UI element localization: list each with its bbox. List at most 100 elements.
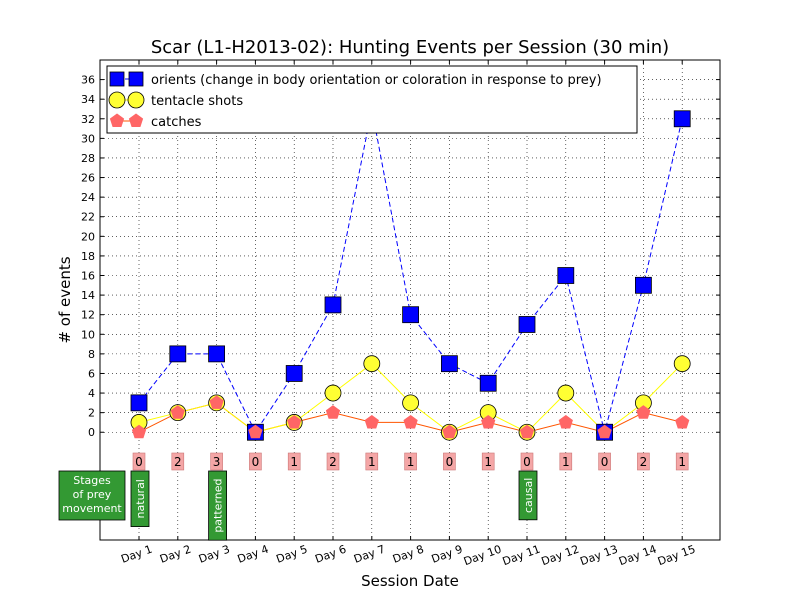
- plot-area: [99, 59, 721, 541]
- legend: orients (change in body orientation or c…: [106, 65, 638, 134]
- data-point-pentagon: [442, 424, 457, 439]
- catch-count-box: [404, 452, 417, 471]
- catch-count-label: 0: [135, 455, 143, 469]
- catch-count-label: 0: [252, 455, 260, 469]
- data-point-pentagon: [481, 414, 496, 429]
- stage-box: [130, 470, 150, 527]
- stages-of-prey-movement: Stages of prey movement natural patterned cau…: [58, 470, 538, 541]
- data-point-square: [402, 306, 420, 324]
- stage-box: [518, 470, 538, 521]
- x-tick-label: Day 7: [352, 543, 387, 566]
- x-tick-label: Day 1: [119, 543, 154, 566]
- catch-count-label: 0: [446, 455, 454, 469]
- data-point-pentagon: [287, 414, 302, 429]
- data-point-pentagon: [248, 424, 263, 439]
- catch-count-box: [598, 452, 611, 471]
- data-point-pentagon: [403, 414, 418, 429]
- y-tick-label: 14: [81, 289, 95, 302]
- data-point-square: [557, 267, 575, 284]
- y-tick-label: 30: [81, 132, 95, 145]
- y-tick-label: 6: [88, 367, 95, 380]
- chart-title: Scar (L1-H2013-02): Hunting Events per S…: [151, 37, 669, 58]
- x-tick-label: Day 2: [158, 543, 193, 566]
- data-point-pentagon: [597, 424, 612, 439]
- stages-title: Stages of prey movement: [62, 474, 122, 515]
- data-point-pentagon: [558, 414, 573, 429]
- y-axis-label: # of events: [56, 256, 74, 343]
- data-point-circle: [402, 394, 420, 412]
- catch-count-box: [637, 452, 650, 471]
- catch-count-box: [675, 452, 689, 471]
- x-tick-label: Day 15: [656, 543, 697, 569]
- x-tick-label: Day 12: [540, 543, 581, 569]
- y-tick-label: 20: [81, 230, 95, 243]
- y-tick-label: 4: [88, 387, 95, 400]
- catch-count-box: [171, 452, 185, 471]
- data-point-square: [518, 316, 536, 333]
- catch-count-box: [132, 452, 146, 471]
- data-point-square: [208, 345, 226, 363]
- catch-count-label: 2: [174, 455, 182, 469]
- catch-count-label: 1: [562, 455, 570, 469]
- legend-marker-square: [128, 71, 144, 87]
- catch-count-label: 1: [484, 455, 492, 469]
- y-tick-label: 26: [81, 172, 95, 185]
- catch-count-label: 3: [213, 455, 221, 469]
- x-tick-label: Day 4: [236, 543, 271, 566]
- data-point-pentagon: [519, 424, 535, 439]
- catch-count-label: 2: [329, 455, 337, 469]
- data-point-pentagon: [170, 405, 185, 419]
- x-tick-label: Day 3: [197, 543, 232, 566]
- catch-count-box: [326, 452, 340, 471]
- y-tick-label: 10: [81, 328, 95, 341]
- data-point-circle: [557, 384, 575, 402]
- y-tick-label: 2: [88, 407, 95, 420]
- data-point-circle: [324, 384, 342, 402]
- legend-box: [106, 65, 638, 134]
- stage-label: causal: [522, 478, 535, 513]
- catch-count-box: [481, 452, 495, 471]
- data-point-pentagon: [364, 414, 379, 429]
- catch-labels: 0 2 3 0 1 2 1 1 0 1 0 1 0 2 1: [132, 452, 689, 471]
- x-tick-label: Day 10: [462, 543, 503, 569]
- y-tick-label: 16: [81, 270, 95, 283]
- x-tick-label: Day 8: [391, 543, 426, 566]
- catch-count-label: 1: [407, 455, 415, 469]
- y-tick-label: 22: [81, 211, 95, 224]
- data-point-pentagon: [636, 405, 651, 419]
- stages-title-line: Stages: [73, 474, 111, 487]
- y-tick-label: 36: [81, 74, 95, 87]
- legend-marker-circle: [108, 91, 126, 109]
- data-point-square: [324, 296, 342, 314]
- data-point-circle: [673, 355, 691, 373]
- stages-title-box: [58, 470, 126, 521]
- data-point-square: [130, 394, 148, 412]
- x-tick-label: Day 5: [275, 543, 310, 566]
- legend-marker-pentagon: [128, 113, 144, 128]
- y-tick-label: 28: [81, 152, 95, 165]
- legend-label: catches: [151, 115, 202, 130]
- stage-label: patterned: [212, 479, 225, 533]
- data-point-square: [440, 355, 458, 373]
- data-point-pentagon: [131, 424, 147, 439]
- data-point-square: [169, 345, 187, 363]
- catch-count-label: 2: [640, 455, 648, 469]
- stage-label: natural: [134, 479, 147, 518]
- x-tick-label: Day 9: [430, 543, 465, 566]
- legend-marker-pentagon: [109, 113, 125, 128]
- legend-marker-circle: [127, 91, 145, 109]
- catch-count-box: [559, 452, 573, 471]
- series-line-square: [138, 108, 683, 434]
- legend-label: orients (change in body orientation or c…: [151, 73, 602, 88]
- stage-box: [208, 470, 228, 541]
- y-tick-label: 18: [81, 250, 95, 263]
- data-point-pentagon: [209, 395, 224, 409]
- catch-count-box: [249, 452, 262, 471]
- data-point-square: [479, 374, 497, 392]
- catch-count-label: 0: [523, 455, 531, 469]
- catch-count-box: [210, 452, 223, 471]
- data-point-circle: [363, 355, 381, 373]
- stages-title-line: movement: [62, 502, 122, 515]
